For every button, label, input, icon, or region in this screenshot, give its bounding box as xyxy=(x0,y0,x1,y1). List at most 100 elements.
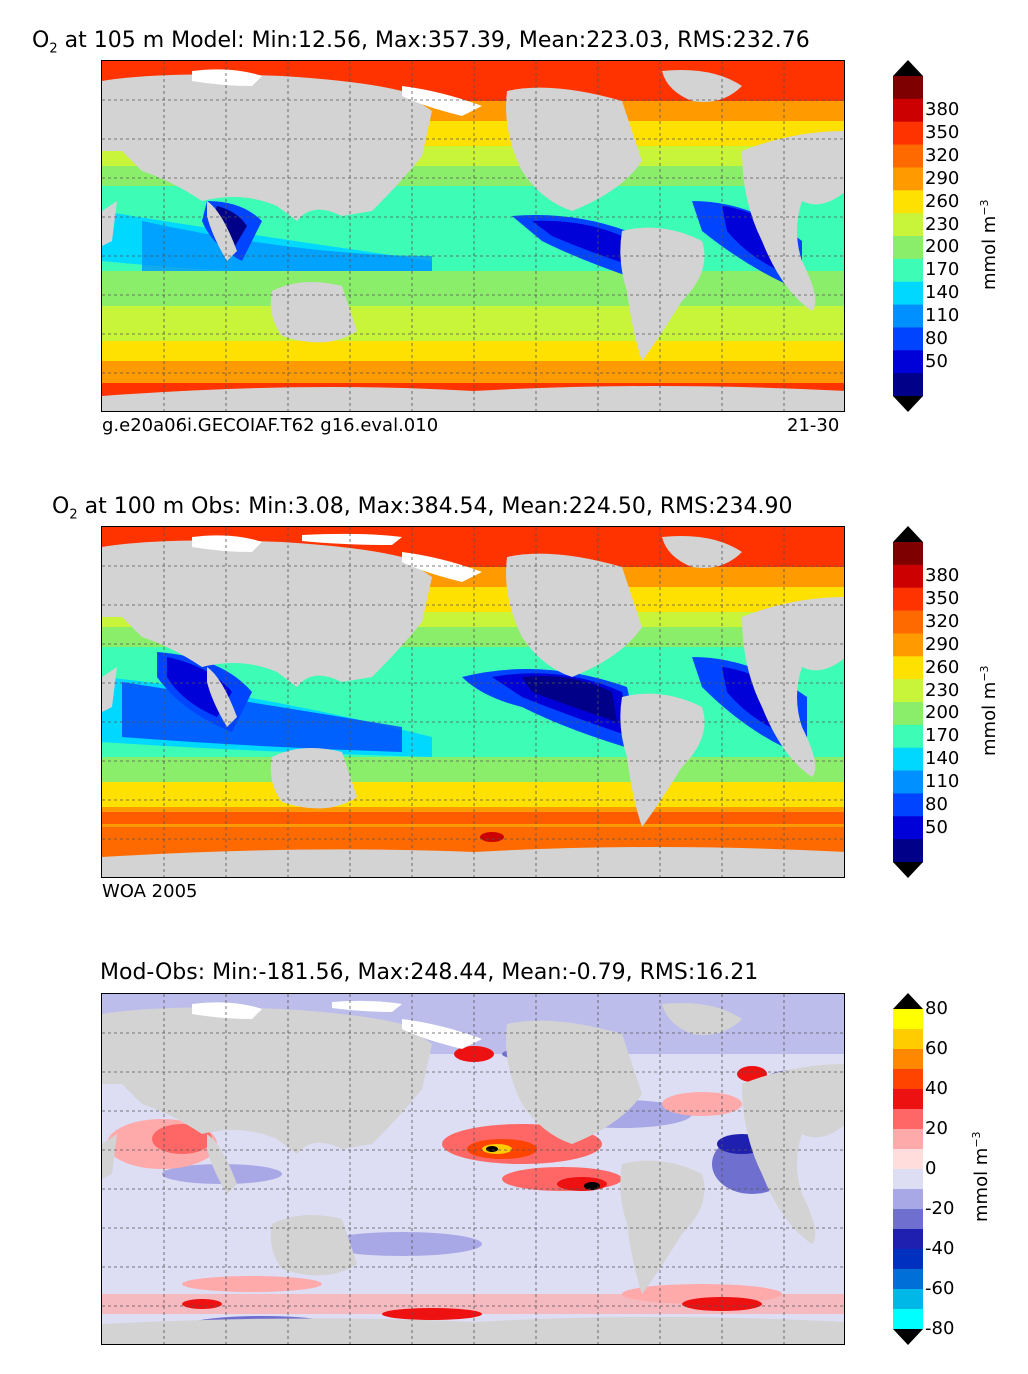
colorbar-swatch xyxy=(893,587,923,612)
colorbar-swatch xyxy=(893,1069,923,1090)
colorbar-tick-label: 140 xyxy=(925,748,960,770)
colorbar-swatch xyxy=(893,1089,923,1110)
colorbar-tick-label: 230 xyxy=(925,679,960,701)
colorbar-extend-bottom xyxy=(893,396,923,412)
colorbar-tick-label: 50 xyxy=(925,816,948,838)
obs-colorbar xyxy=(893,526,923,882)
diff-colorbar xyxy=(893,993,923,1349)
colorbar-swatch xyxy=(893,656,923,680)
colorbar-swatch xyxy=(893,816,923,840)
colorbar-swatch xyxy=(893,564,923,589)
colorbar-swatch xyxy=(893,1189,923,1210)
obs-source: WOA 2005 xyxy=(102,881,198,902)
model-run-id: g.e20a06i.GECOIAF.T62 g16.eval.010 xyxy=(102,415,439,436)
colorbar-swatch xyxy=(893,793,923,817)
colorbar-swatch xyxy=(893,190,923,214)
colorbar-swatch xyxy=(893,76,923,100)
colorbar-swatch xyxy=(893,304,923,328)
obs-o2-map xyxy=(101,526,845,878)
colorbar-swatch xyxy=(893,724,923,749)
colorbar-tick-label: 140 xyxy=(925,282,960,304)
colorbar-tick-label: -40 xyxy=(925,1238,955,1259)
colorbar-swatch xyxy=(893,542,923,566)
colorbar-tick-label: 0 xyxy=(925,1158,937,1179)
colorbar-tick-label: 200 xyxy=(925,702,960,724)
colorbar-swatch xyxy=(893,1049,923,1070)
colorbar-tick-label: 380 xyxy=(925,99,960,121)
colorbar-tick-label: 320 xyxy=(925,611,960,632)
colorbar-tick-label: 290 xyxy=(925,633,960,655)
colorbar-tick-label: -60 xyxy=(925,1278,955,1299)
colorbar-swatch xyxy=(893,213,923,237)
colorbar-tick-label: 380 xyxy=(925,565,960,587)
colorbar-swatch xyxy=(893,1309,923,1330)
colorbar-tick-label: 40 xyxy=(925,1078,948,1099)
colorbar-swatch xyxy=(893,1109,923,1130)
colorbar-tick-label: 80 xyxy=(925,793,948,815)
colorbar-swatch xyxy=(893,1269,923,1290)
colorbar-swatch xyxy=(893,702,923,726)
colorbar-tick-label: 170 xyxy=(925,259,960,281)
colorbar-swatch xyxy=(893,350,923,374)
colorbar-tick-label: 80 xyxy=(925,327,948,349)
colorbar-tick-label: 260 xyxy=(925,656,960,678)
colorbar-tick-label: 80 xyxy=(925,998,948,1019)
colorbar-tick-label: 350 xyxy=(925,122,960,144)
colorbar-swatch xyxy=(893,258,923,283)
colorbar-extend-bottom xyxy=(893,1329,923,1345)
colorbar-swatch xyxy=(893,679,923,703)
colorbar-swatch xyxy=(893,633,923,657)
colorbar-swatch xyxy=(893,121,923,146)
colorbar-swatch xyxy=(893,144,923,168)
colorbar-swatch xyxy=(893,1129,923,1150)
colorbar-tick-label: -20 xyxy=(925,1198,955,1219)
colorbar-swatch xyxy=(893,281,923,306)
colorbar-swatch xyxy=(893,236,923,260)
colorbar-extend-top xyxy=(893,993,923,1009)
colorbar-swatch xyxy=(893,839,923,863)
model-colorbar-swatches xyxy=(893,60,923,412)
colorbar-swatch xyxy=(893,327,923,351)
model-year-range: 21-30 xyxy=(787,415,840,436)
colorbar-tick-label: 290 xyxy=(925,167,960,189)
colorbar-swatch xyxy=(893,1229,923,1250)
obs-o2-field xyxy=(102,527,844,877)
colorbar-tick-label: 20 xyxy=(925,1118,948,1139)
colorbar-swatch xyxy=(893,167,923,191)
model-colorbar-unit: mmol m−3 xyxy=(978,199,1000,290)
diff-colorbar-swatches xyxy=(893,993,923,1345)
colorbar-tick-label: 110 xyxy=(925,771,960,792)
colorbar-swatch xyxy=(893,98,923,123)
colorbar-tick-label: 60 xyxy=(925,1038,948,1059)
colorbar-swatch xyxy=(893,1009,923,1030)
colorbar-extend-top xyxy=(893,526,923,542)
colorbar-swatch xyxy=(893,770,923,794)
colorbar-swatch xyxy=(893,1249,923,1270)
colorbar-tick-label: 110 xyxy=(925,305,960,326)
colorbar-tick-label: 200 xyxy=(925,236,960,258)
colorbar-extend-bottom xyxy=(893,862,923,878)
diff-colorbar-unit: mmol m−3 xyxy=(970,1131,992,1222)
colorbar-tick-label: 170 xyxy=(925,725,960,747)
colorbar-tick-label: 350 xyxy=(925,588,960,610)
colorbar-swatch xyxy=(893,1149,923,1170)
model-o2-field xyxy=(102,61,844,411)
obs-colorbar-unit: mmol m−3 xyxy=(978,665,1000,756)
colorbar-swatch xyxy=(893,747,923,772)
colorbar-swatch xyxy=(893,610,923,634)
diff-o2-map xyxy=(101,993,845,1345)
diff-o2-field xyxy=(102,994,844,1344)
colorbar-extend-top xyxy=(893,60,923,76)
colorbar-swatch xyxy=(893,1209,923,1230)
model-o2-map xyxy=(101,60,845,412)
obs-colorbar-swatches xyxy=(893,526,923,878)
obs-panel-title: O2 at 100 m Obs: Min:3.08, Max:384.54, M… xyxy=(52,494,793,523)
diff-panel-title: Mod-Obs: Min:-181.56, Max:248.44, Mean:-… xyxy=(100,960,759,985)
model-panel-title: O2 at 105 m Model: Min:12.56, Max:357.39… xyxy=(32,28,810,57)
colorbar-tick-label: 320 xyxy=(925,145,960,166)
colorbar-swatch xyxy=(893,373,923,397)
colorbar-swatch xyxy=(893,1289,923,1310)
colorbar-swatch xyxy=(893,1029,923,1050)
colorbar-tick-label: 230 xyxy=(925,213,960,235)
colorbar-tick-label: -80 xyxy=(925,1318,955,1339)
